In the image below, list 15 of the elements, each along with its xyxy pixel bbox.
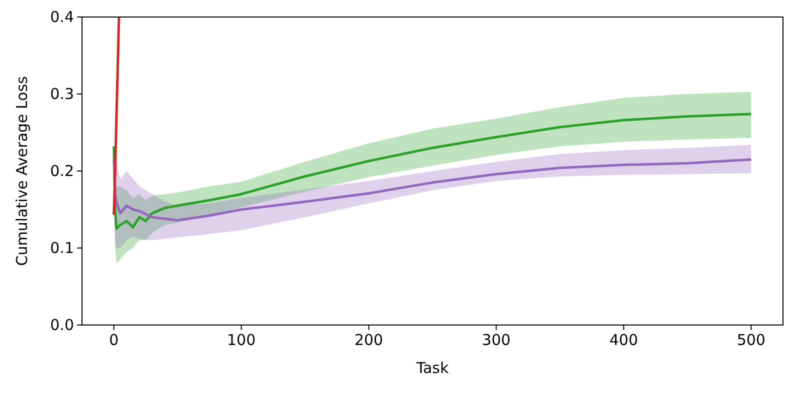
line-series [112, 158, 752, 222]
y-tick-label: 0.0 [50, 316, 74, 334]
x-tick-label: 300 [482, 331, 511, 349]
x-tick-label: 400 [609, 331, 638, 349]
x-tick-label: 200 [354, 331, 384, 349]
x-tick-label: 0 [109, 331, 119, 349]
x-tick-label: 500 [736, 331, 766, 349]
line-series [112, 112, 752, 230]
y-tick-label: 0.2 [50, 162, 74, 180]
x-tick-label: 100 [227, 331, 256, 349]
y-axis-title: Cumulative Average Loss [13, 76, 31, 266]
x-axis-title: Task [415, 359, 449, 377]
y-tick-label: 0.3 [50, 85, 74, 103]
y-tick-label: 0.1 [50, 239, 74, 257]
y-tick-label: 0.4 [50, 8, 74, 26]
